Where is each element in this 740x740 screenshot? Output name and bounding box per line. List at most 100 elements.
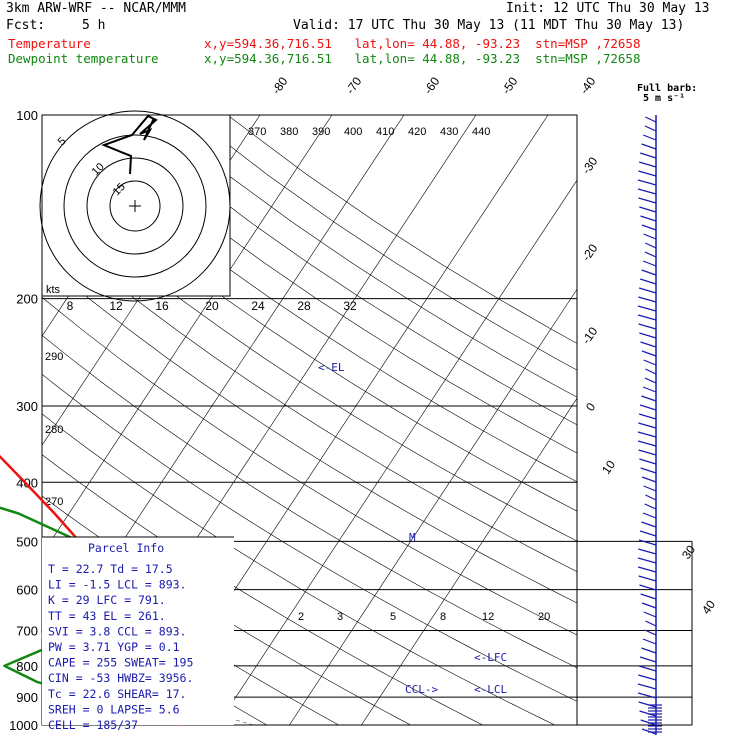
wind-barb <box>637 305 657 312</box>
isotherm-line <box>217 179 577 725</box>
isotherm-label: 0 <box>583 400 598 414</box>
wind-barb <box>641 395 657 402</box>
wind-barb <box>639 404 657 411</box>
wind-barb <box>638 449 657 456</box>
isotherm-label: 40 <box>699 597 718 616</box>
theta-left-label: 290 <box>45 351 63 363</box>
dry-adiabat <box>42 259 577 604</box>
wind-barb <box>638 674 657 681</box>
mixing-ratio-line <box>0 590 12 725</box>
wind-barb <box>642 134 657 141</box>
wind-barb <box>637 683 657 690</box>
wind-barb <box>639 278 657 285</box>
barb-title: Full barb: <box>637 83 698 94</box>
isotherm-line <box>361 397 577 725</box>
dry-adiabat <box>42 115 577 483</box>
wind-barb <box>637 692 657 699</box>
isotherm-label: -70 <box>343 74 365 97</box>
theta-label: 420 <box>408 126 426 138</box>
hodograph-trace <box>101 114 158 175</box>
valid-time: Valid: 17 UTC Thu 30 May 13 (11 MDT Thu … <box>293 18 685 33</box>
dry-adiabat <box>227 115 577 344</box>
sounding-annotation: M <box>409 531 416 544</box>
mixing-ratio-label: 20 <box>538 611 550 623</box>
hodo-speed-label: 12 <box>109 299 123 313</box>
parcel-info-row: CELL = 185/37 <box>48 718 138 732</box>
wind-barb <box>642 260 657 267</box>
wind-barb <box>638 287 657 294</box>
parcel-info-box <box>42 537 234 725</box>
dewpoint-legend: Dewpoint temperature <box>8 51 159 66</box>
wind-barb <box>645 368 657 375</box>
wind-barb <box>637 440 657 447</box>
theta-left-label: 270 <box>45 496 63 508</box>
hodo-speed-label: 32 <box>343 299 357 313</box>
lower-panel-edge <box>576 541 693 725</box>
isotherm-label: -50 <box>499 74 521 97</box>
dry-adiabat <box>42 149 577 512</box>
wind-barb <box>639 458 657 465</box>
dry-adiabat <box>42 334 577 669</box>
isotherm-label: -40 <box>577 74 599 97</box>
hodograph-ring <box>86 157 184 255</box>
mixing-ratio-label: 8 <box>440 611 446 623</box>
wind-barb <box>641 224 657 231</box>
barb-unit: 5 m s⁻¹ <box>643 93 686 104</box>
pressure-label: 900 <box>16 690 38 705</box>
wind-barb <box>643 233 657 240</box>
wind-barb <box>644 629 657 636</box>
pressure-label: 600 <box>16 583 38 598</box>
temperature-legend: Temperature <box>8 36 91 51</box>
model-title: 3km ARW-WRF -- NCAR/MMM <box>6 1 187 16</box>
dry-adiabat <box>42 413 555 725</box>
theta-label: 410 <box>376 126 394 138</box>
pressure-label: 1000 <box>9 718 38 733</box>
wind-barb <box>639 584 657 591</box>
wind-barb <box>638 170 657 177</box>
wind-barb <box>637 557 657 564</box>
mixing-ratio-label: 2 <box>298 611 304 623</box>
theta-label: 370 <box>248 126 266 138</box>
isotherm-line <box>289 288 577 725</box>
parcel-info-row: SREH = 0 LAPSE= 5.6 <box>48 702 180 716</box>
wind-barb <box>638 701 657 708</box>
wind-barb <box>640 593 657 600</box>
wind-barb <box>644 503 657 510</box>
parcel-info-row: T = 22.7 Td = 17.5 <box>48 562 173 576</box>
wind-barb <box>640 467 657 474</box>
dry-adiabat <box>42 296 577 636</box>
wind-barb <box>641 521 657 528</box>
dry-adiabat <box>78 115 577 454</box>
forecast-label: Fcst: <box>6 18 46 33</box>
hodograph-ring <box>63 134 207 278</box>
wind-barb <box>644 125 657 132</box>
hodograph-ring <box>39 110 231 302</box>
wind-barb <box>637 188 657 195</box>
init-time: Init: 12 UTC Thu 30 May 13 <box>506 1 710 16</box>
wind-barb <box>639 530 657 537</box>
wind-barb <box>638 161 657 168</box>
wind-barb <box>638 539 657 546</box>
dry-adiabat <box>42 373 577 702</box>
pressure-label: 500 <box>16 534 38 549</box>
hodo-speed-label: 24 <box>251 299 265 313</box>
parcel-info-row: Tc = 22.6 SHEAR= 17. <box>48 687 186 701</box>
wind-barb <box>645 620 657 627</box>
isotherm-line <box>42 115 333 555</box>
wind-barb <box>641 143 657 150</box>
wind-barb <box>641 647 657 654</box>
sounding-annotation: <-EL <box>318 361 345 374</box>
wind-barb <box>637 314 657 321</box>
pressure-label: 100 <box>16 108 38 123</box>
wind-barb <box>643 611 657 618</box>
isotherm-label: 30 <box>679 542 698 561</box>
wind-barb <box>644 251 657 258</box>
sounding-annotation: <-LFC <box>474 651 507 664</box>
wind-barb <box>642 638 657 645</box>
moist-adiabat <box>0 299 1 725</box>
wind-barb <box>639 206 657 213</box>
wind-barb <box>645 116 657 123</box>
mixing-ratio-label: 12 <box>482 611 494 623</box>
mixing-ratio-label: 5 <box>390 611 396 623</box>
